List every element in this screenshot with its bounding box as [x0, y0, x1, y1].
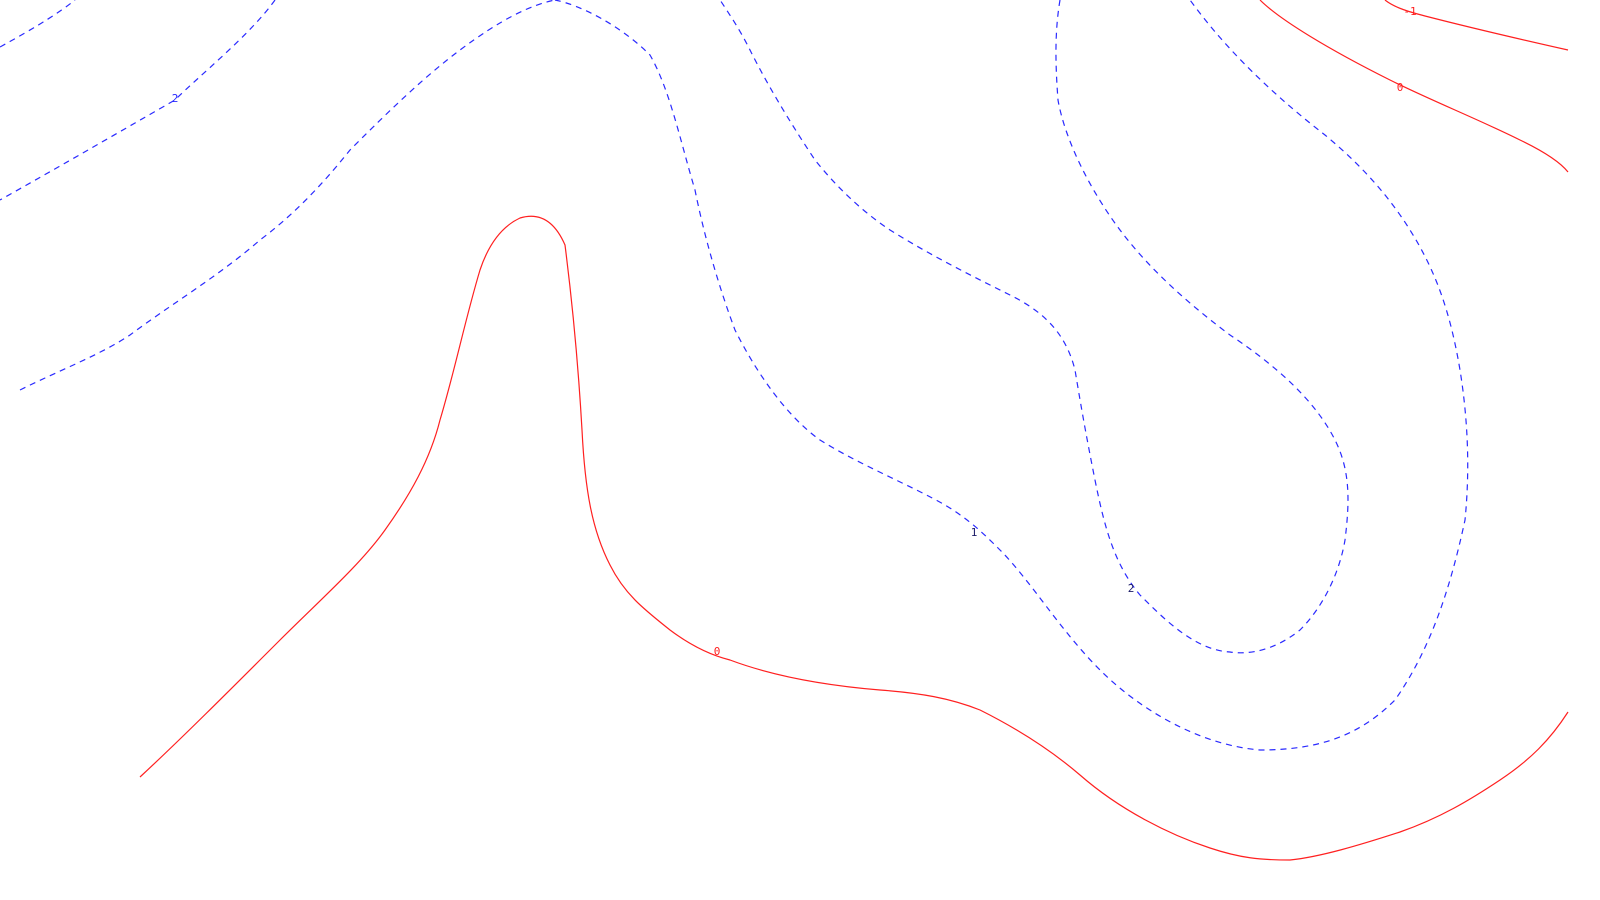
- contour-line-top-left-outer: [0, 0, 276, 201]
- contour-line-arch-upper: [554, 0, 1469, 751]
- contour-label-zero-top-right: 0: [1397, 81, 1404, 94]
- contour-line-zero-main: [139, 215, 1569, 861]
- contour-line-inner-loop: [719, 0, 1349, 654]
- contour-line-minus-one-top-right: [1384, 0, 1569, 51]
- contour-line-left-long: [19, 0, 556, 391]
- contour-label-zero-bottom: 0: [714, 645, 721, 658]
- contour-label-one-center: 1: [971, 526, 978, 539]
- contour-label-minus-one-top-right: -1: [1403, 5, 1416, 18]
- contour-line-zero-top-right: [1259, 0, 1569, 173]
- contour-label-two-top-left: 2: [172, 92, 179, 105]
- contour-labels: 0 -1 0 2 1 2: [172, 5, 1417, 658]
- contour-label-two-center: 2: [1128, 582, 1135, 595]
